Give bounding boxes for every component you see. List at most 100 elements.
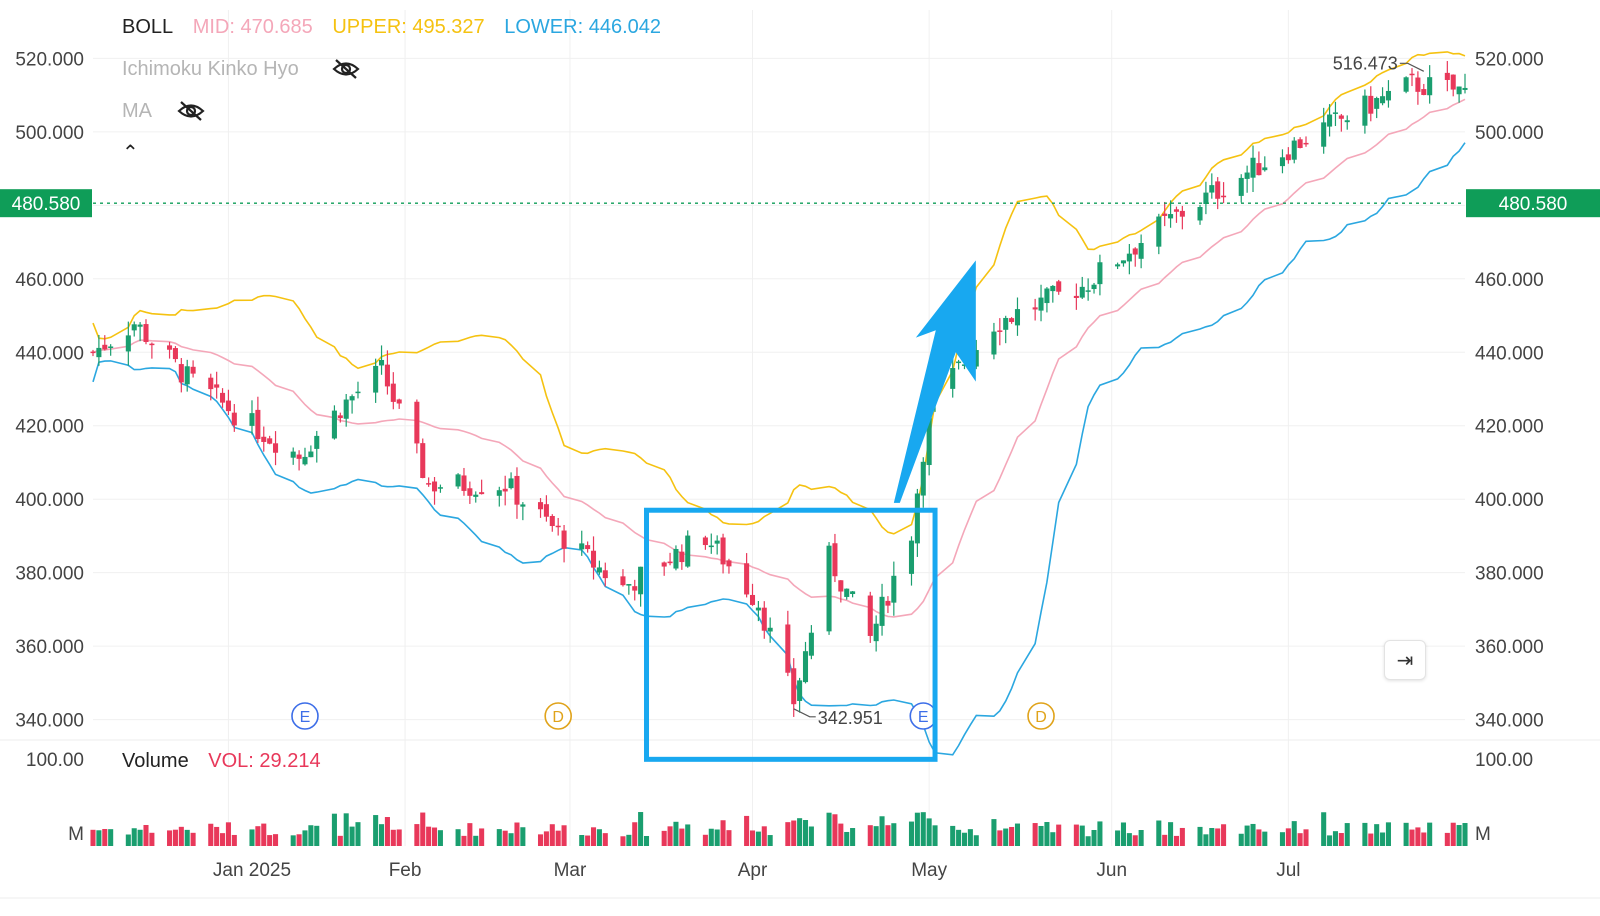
volume-bar bbox=[1403, 822, 1409, 846]
candle-body bbox=[826, 545, 832, 632]
volume-bar bbox=[1115, 830, 1121, 846]
candle-body bbox=[1197, 206, 1203, 221]
candle-body bbox=[261, 436, 267, 442]
candle-body bbox=[755, 607, 761, 611]
volume-bar bbox=[1097, 821, 1103, 846]
candle-body bbox=[290, 451, 296, 458]
volume-bar bbox=[414, 824, 420, 846]
candle-body bbox=[585, 545, 591, 550]
volume-bar bbox=[908, 821, 915, 846]
volume-bar bbox=[1197, 826, 1203, 846]
candle-body bbox=[744, 563, 750, 595]
volume-bar bbox=[755, 831, 761, 846]
volume-bar bbox=[379, 824, 385, 846]
eye-off-icon[interactable] bbox=[332, 58, 360, 80]
volume-bar bbox=[143, 824, 149, 846]
volume-tick-label-right: M bbox=[1475, 824, 1491, 845]
candle-body bbox=[1120, 260, 1127, 264]
candle-body bbox=[502, 488, 508, 492]
eye-off-icon[interactable] bbox=[177, 100, 205, 122]
price-tick-label-right: 440.000 bbox=[1475, 343, 1544, 364]
candle-body bbox=[208, 377, 214, 390]
volume-bar bbox=[891, 823, 897, 846]
candle-body bbox=[1038, 297, 1044, 311]
x-tick-label: Apr bbox=[738, 860, 768, 881]
volume-bar bbox=[172, 829, 178, 846]
volume-bar bbox=[331, 813, 337, 846]
high-annotation: 516.473 bbox=[1333, 53, 1398, 73]
candle-body bbox=[708, 545, 714, 548]
volume-bar bbox=[308, 825, 314, 846]
volume-legend[interactable]: Volume VOL: 29.214 bbox=[122, 750, 335, 773]
candle-body bbox=[331, 410, 337, 439]
candle-body bbox=[1179, 210, 1185, 217]
volume-bar bbox=[1444, 832, 1450, 846]
ma-legend[interactable]: MA bbox=[122, 100, 166, 123]
volume-bar bbox=[1421, 832, 1427, 846]
candle-body bbox=[885, 600, 891, 606]
candle-body bbox=[867, 595, 873, 636]
volume-bar bbox=[744, 815, 750, 846]
volume-bar bbox=[1044, 822, 1050, 846]
candle-body bbox=[461, 475, 467, 491]
candle-body bbox=[997, 330, 1003, 332]
volume-bar bbox=[791, 820, 797, 846]
volume-bar bbox=[549, 824, 555, 846]
go-to-latest-icon[interactable]: ⇥ bbox=[1384, 640, 1426, 680]
candle-body bbox=[379, 359, 385, 366]
volume-bar bbox=[1450, 822, 1456, 846]
candle-body bbox=[296, 454, 302, 459]
volume-bar bbox=[1056, 824, 1062, 846]
volume-bar bbox=[349, 826, 355, 846]
volume-bars bbox=[90, 812, 1468, 846]
volume-bar bbox=[314, 825, 320, 846]
event-marker-label: D bbox=[1035, 709, 1047, 726]
candle-body bbox=[473, 494, 479, 497]
volume-bar bbox=[1256, 829, 1262, 846]
candle-body bbox=[543, 504, 549, 517]
boll-legend[interactable]: BOLL MID: 470.685 UPPER: 495.327 LOWER: … bbox=[122, 16, 675, 39]
candle-body bbox=[579, 543, 585, 550]
volume-bar bbox=[1179, 827, 1185, 846]
volume-bar bbox=[373, 815, 379, 846]
candle-body bbox=[396, 399, 402, 404]
volume-bar bbox=[108, 829, 114, 846]
candle-body bbox=[1014, 309, 1021, 326]
volume-bar bbox=[1338, 833, 1344, 846]
ichimoku-legend[interactable]: Ichimoku Kinko Hyo bbox=[122, 58, 313, 81]
volume-bar bbox=[590, 827, 597, 846]
volume-bar bbox=[1215, 828, 1221, 846]
candle-body bbox=[908, 540, 915, 574]
volume-bar bbox=[1285, 828, 1291, 846]
candle-body bbox=[355, 391, 361, 394]
chevron-up-icon[interactable]: ⌃ bbox=[122, 142, 139, 164]
volume-bar bbox=[961, 832, 968, 846]
candle-body bbox=[973, 350, 979, 367]
volume-bar bbox=[767, 835, 773, 846]
volume-bar bbox=[620, 836, 626, 846]
price-tick-label-right: 360.000 bbox=[1475, 637, 1544, 658]
candle-body bbox=[1162, 213, 1168, 216]
candle-body bbox=[602, 570, 608, 579]
candle-body bbox=[1303, 142, 1309, 145]
candle-body bbox=[343, 399, 349, 419]
candle-body bbox=[102, 344, 108, 350]
volume-bar bbox=[496, 829, 502, 846]
volume-bar bbox=[1262, 831, 1268, 846]
candle-body bbox=[255, 409, 261, 440]
volume-bar bbox=[661, 830, 667, 846]
candle-body bbox=[190, 366, 196, 374]
candle-body bbox=[1321, 122, 1327, 147]
candle-body bbox=[1380, 96, 1386, 104]
candle-body bbox=[667, 561, 673, 564]
volume-bar bbox=[473, 835, 479, 846]
volume-bar bbox=[102, 828, 108, 846]
candle-body bbox=[1173, 209, 1179, 212]
candle-body bbox=[1085, 290, 1091, 292]
volume-bar bbox=[261, 823, 267, 846]
candle-body bbox=[1115, 264, 1121, 267]
volume-bar bbox=[1221, 824, 1227, 846]
candle-body bbox=[1368, 95, 1374, 114]
candle-body bbox=[620, 576, 626, 586]
